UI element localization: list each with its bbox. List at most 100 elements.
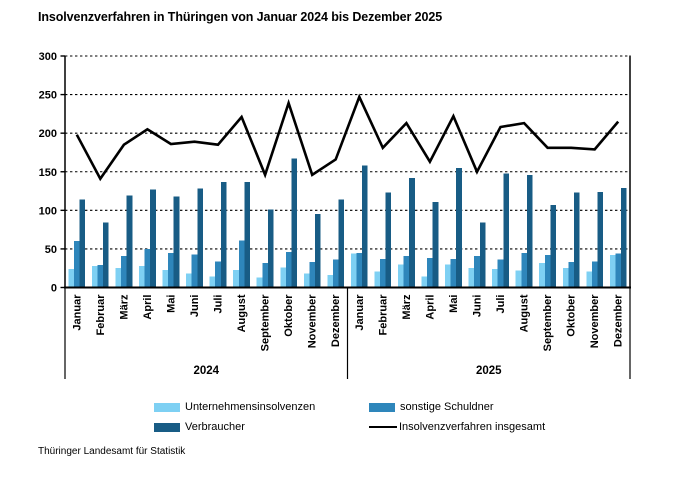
y-axis-label: 250 [39,90,57,102]
bar-sonstige [144,248,151,288]
bar-unternehmen [374,271,381,288]
y-axis-label: 0 [51,283,57,295]
month-label: Januar [71,294,83,331]
legend-item-unternehmensinsolvenzen: Unternehmensinsolvenzen [154,399,315,415]
bar-sonstige [403,255,410,288]
month-label: August [519,294,531,332]
bar-verbraucher [267,209,274,288]
year-label: 2024 [193,365,219,377]
bar-verbraucher [244,181,250,288]
legend-item-verbraucher: Verbraucher [154,419,245,435]
bar-unternehmen [539,262,545,288]
bar-verbraucher [385,192,392,288]
bar-sonstige [356,252,363,288]
y-axis-label: 200 [39,128,57,140]
month-label: Februar [377,294,389,336]
bar-unternehmen [468,268,475,288]
month-label: August [236,294,248,332]
month-label: September [260,294,272,352]
bar-verbraucher [126,195,133,288]
bar-unternehmen [445,264,451,288]
bar-unternehmen [586,271,592,288]
month-label: Juni [471,295,483,318]
bar-sonstige [544,255,551,288]
bar-verbraucher [103,222,109,288]
bar-verbraucher [503,173,509,288]
bar-unternehmen [139,265,145,288]
bar-unternehmen [327,275,333,288]
bar-sonstige [427,258,433,288]
legend-item-sonstige-schuldner: sonstige Schuldner [369,399,494,415]
legend-label: Unternehmensinsolvenzen [185,401,316,413]
bar-unternehmen [91,265,98,288]
bar-sonstige [285,252,292,288]
bar-sonstige [497,259,504,288]
bar-sonstige [121,255,127,288]
bar-verbraucher [456,167,462,288]
bar-unternehmen [303,273,310,288]
bar-verbraucher [597,191,604,288]
chart-title: Insolvenzverfahren in Thüringen von Janu… [38,10,443,24]
bar-sonstige [591,261,598,288]
y-axis-label: 50 [45,244,57,256]
month-label: September [542,294,554,352]
bar-unternehmen [515,270,522,288]
bar-verbraucher [220,181,227,288]
bar-sonstige [97,265,104,288]
bar-sonstige [615,253,622,288]
month-label: April [142,295,154,320]
bar-unternehmen [68,268,74,288]
legend-item-insgesamt: Insolvenzverfahren insgesamt [369,419,545,435]
bar-verbraucher [621,187,627,288]
month-label: November [589,294,601,349]
bar-unternehmen [209,276,216,288]
bar-sonstige [450,258,457,288]
bar-sonstige [521,252,527,288]
bar-sonstige [568,262,574,288]
bar-verbraucher [526,174,533,288]
legend-swatch-sonstige-schuldner [369,402,395,412]
bar-verbraucher [362,165,368,288]
month-label: Juli [213,295,225,314]
total-line [75,93,620,182]
legend-label: Verbraucher [185,421,245,433]
month-label: Oktober [566,294,578,337]
month-label: März [118,294,130,320]
legend-label: Insolvenzverfahren insgesamt [399,421,546,433]
bar-unternehmen [115,268,122,288]
bar-verbraucher [338,199,345,288]
month-label: Januar [354,294,366,331]
bar-sonstige [262,262,268,288]
legend-line-swatch-insgesamt [369,426,397,428]
bar-unternehmen [186,273,192,288]
bar-verbraucher [173,196,180,288]
bar-sonstige [73,241,80,288]
bar-sonstige [238,240,245,288]
bar-sonstige [309,262,315,288]
bar-verbraucher [550,204,556,288]
bar-unternehmen [162,269,169,288]
bar-verbraucher [432,201,439,288]
bar-unternehmen [562,268,569,288]
bar-unternehmen [421,276,428,288]
bar-verbraucher [409,177,415,288]
bar-unternehmen [397,264,404,288]
bar-sonstige [215,261,221,288]
month-label: Februar [95,294,107,336]
bar-unternehmen [492,268,498,288]
bar-verbraucher [79,199,86,288]
bar-verbraucher [479,222,486,288]
source-note: Thüringer Landesamt für Statistik [38,446,186,457]
bar-verbraucher [291,158,298,288]
bar-sonstige [474,255,480,288]
bar-sonstige [332,259,339,288]
bar-unternehmen [350,253,357,288]
y-axis-label: 100 [39,205,57,217]
year-label: 2025 [476,365,502,377]
legend-label: sonstige Schuldner [400,401,494,413]
y-axis-label: 300 [39,51,57,63]
month-label: April [424,295,436,320]
month-label: Dezember [330,294,342,347]
